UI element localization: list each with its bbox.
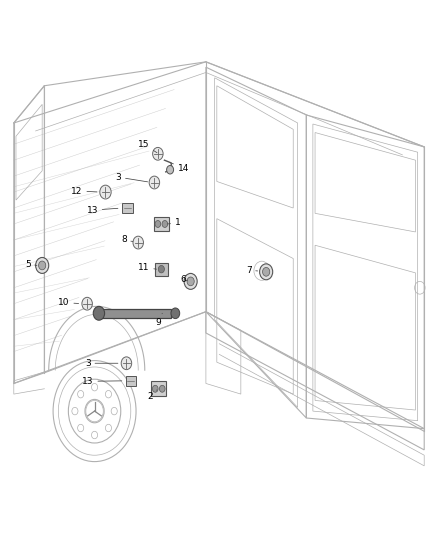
- Circle shape: [133, 236, 144, 249]
- Circle shape: [93, 306, 105, 320]
- Text: 5: 5: [25, 260, 37, 269]
- FancyBboxPatch shape: [151, 381, 166, 396]
- Circle shape: [162, 221, 168, 228]
- Text: 15: 15: [138, 140, 157, 153]
- Circle shape: [159, 385, 165, 392]
- Circle shape: [121, 357, 132, 369]
- Text: 7: 7: [246, 266, 258, 274]
- Circle shape: [187, 277, 194, 286]
- Text: 9: 9: [156, 313, 162, 327]
- Circle shape: [82, 297, 92, 310]
- FancyBboxPatch shape: [126, 376, 136, 385]
- FancyBboxPatch shape: [122, 203, 133, 213]
- Circle shape: [171, 308, 180, 319]
- Text: 13: 13: [82, 377, 122, 386]
- Text: 14: 14: [171, 163, 189, 173]
- Circle shape: [184, 273, 197, 289]
- Circle shape: [35, 257, 49, 273]
- Polygon shape: [99, 309, 171, 318]
- Circle shape: [100, 185, 111, 199]
- Text: 6: 6: [180, 274, 187, 284]
- Circle shape: [166, 165, 173, 174]
- Circle shape: [152, 385, 158, 392]
- Circle shape: [262, 268, 270, 276]
- Text: 10: 10: [58, 298, 78, 307]
- Circle shape: [152, 148, 163, 160]
- Text: 13: 13: [87, 206, 118, 215]
- Circle shape: [260, 264, 273, 280]
- Circle shape: [158, 265, 164, 273]
- FancyBboxPatch shape: [155, 263, 168, 276]
- Text: 12: 12: [71, 187, 97, 196]
- Text: 3: 3: [85, 359, 118, 368]
- Circle shape: [39, 261, 46, 270]
- Text: 2: 2: [147, 390, 157, 401]
- Text: 1: 1: [167, 219, 180, 228]
- Text: 11: 11: [138, 263, 156, 272]
- Text: 8: 8: [121, 236, 133, 245]
- Text: 3: 3: [116, 173, 148, 182]
- Circle shape: [149, 176, 159, 189]
- Circle shape: [155, 221, 161, 228]
- FancyBboxPatch shape: [154, 216, 169, 231]
